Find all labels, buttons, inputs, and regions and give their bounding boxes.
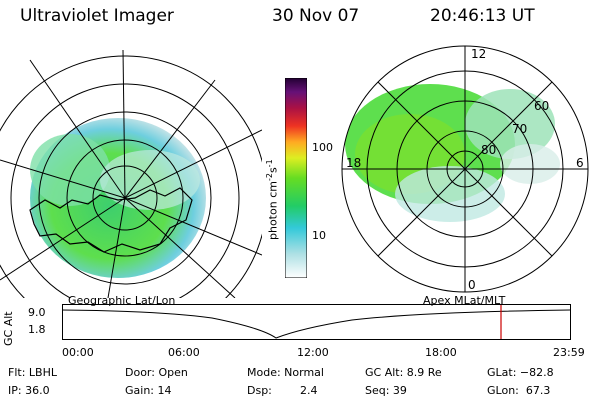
- altitude-tick-9: 9.0: [28, 306, 46, 319]
- geo-longitude-info: GLon: 67.3: [487, 384, 551, 397]
- time-tick-2359: 23:59: [553, 346, 585, 359]
- time-tick-1800: 18:00: [425, 346, 457, 359]
- time-label: 20:46:13 UT: [430, 6, 535, 26]
- mlat-label-80: 80: [481, 143, 496, 157]
- instrument-title: Ultraviolet Imager: [20, 6, 174, 26]
- gain-info: Gain: 14: [125, 384, 172, 397]
- gc-altitude-info: GC Alt: 8.9 Re: [365, 366, 442, 379]
- mlat-label-70: 70: [512, 122, 527, 136]
- colorbar-tick-10: 10: [312, 229, 326, 242]
- mode-info: Mode: Normal: [247, 366, 324, 379]
- magnetic-caption: Apex MLat/MLT: [423, 294, 506, 307]
- geographic-caption: Geographic Lat/Lon: [68, 294, 176, 307]
- colorbar-tick-100: 100: [312, 141, 333, 154]
- altitude-curve: [62, 309, 571, 339]
- altitude-timeline: [62, 304, 571, 340]
- time-tick-0600: 06:00: [168, 346, 200, 359]
- mlt-label-18: 18: [346, 156, 361, 170]
- magnetic-polar-plot: 12 18 6 0 60 70 80: [341, 45, 589, 293]
- colorbar: [285, 78, 307, 278]
- mlt-label-6: 6: [576, 156, 584, 170]
- sequence-info: Seq: 39: [365, 384, 407, 397]
- time-tick-0000: 00:00: [62, 346, 94, 359]
- dsp-value: 2.4: [300, 384, 318, 397]
- mlt-label-0: 0: [468, 278, 476, 292]
- geo-latitude-info: GLat: −82.8: [487, 366, 554, 379]
- door-info: Door: Open: [125, 366, 188, 379]
- colorbar-unit-label: photon cm-2s-1: [265, 159, 280, 240]
- time-tick-1200: 12:00: [297, 346, 329, 359]
- altitude-axis-label: GC Alt: [2, 311, 15, 346]
- mlat-label-60: 60: [534, 99, 549, 113]
- ip-info: IP: 36.0: [8, 384, 50, 397]
- date-label: 30 Nov 07: [272, 6, 360, 26]
- filter-info: Flt: LBHL: [8, 366, 57, 379]
- altitude-tick-1-8: 1.8: [28, 323, 46, 336]
- dsp-label: Dsp:: [247, 384, 272, 397]
- antarctica-coastline: [29, 187, 193, 253]
- mlt-label-12: 12: [471, 47, 486, 61]
- geographic-polar-plot: [0, 49, 262, 298]
